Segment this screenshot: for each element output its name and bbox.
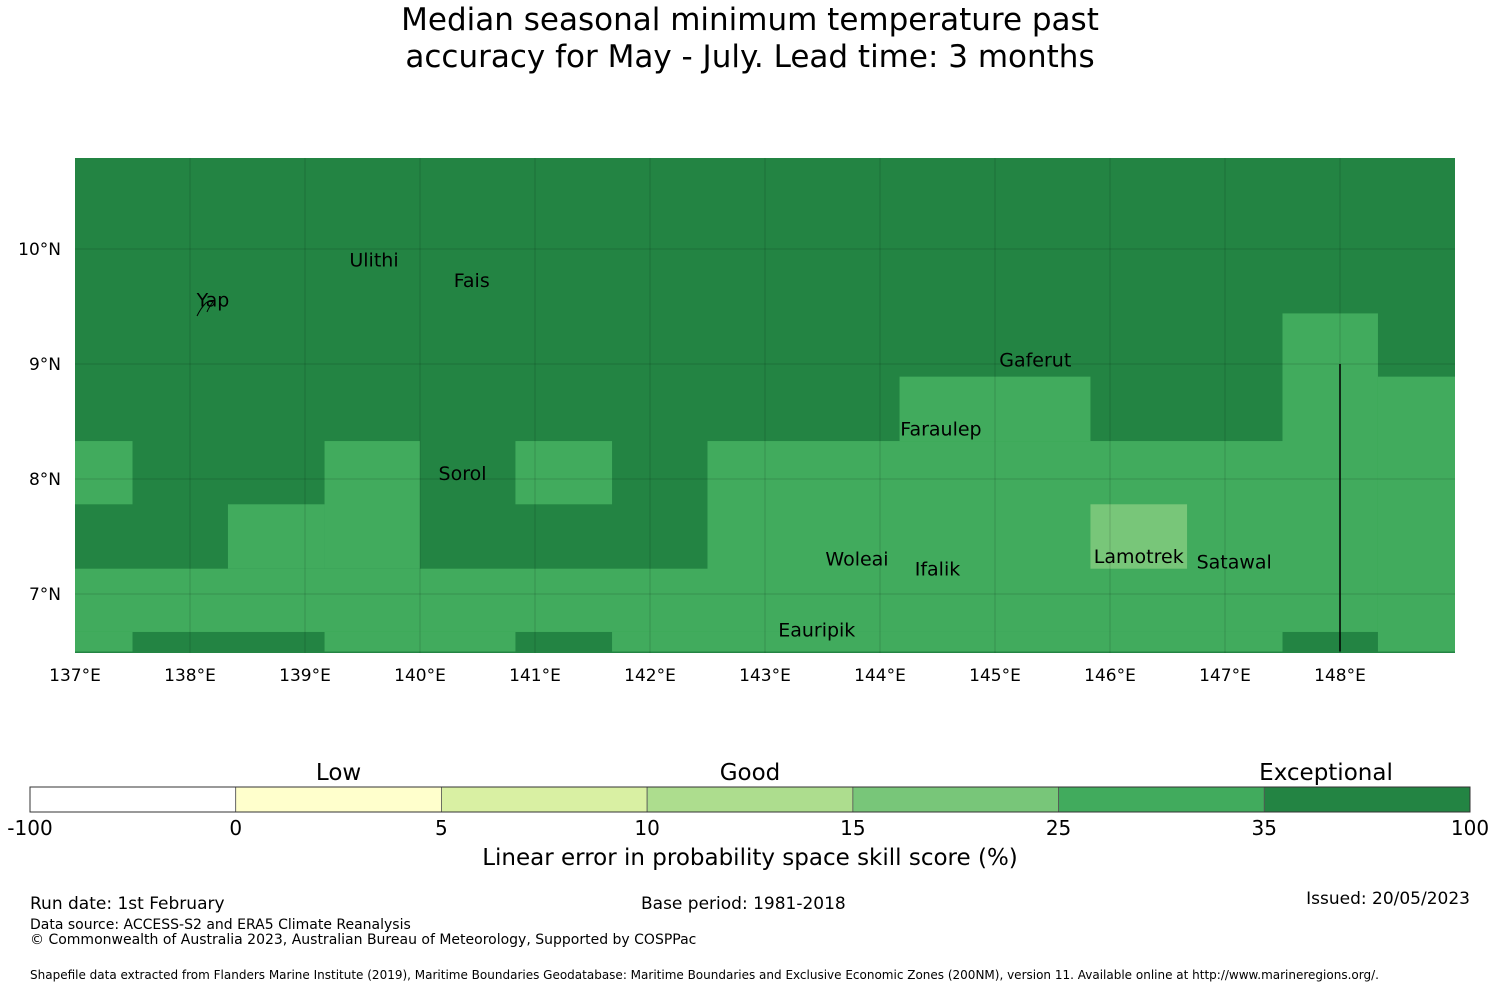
lon-tick-label: 141°E (509, 666, 561, 686)
lat-tick-label: 9°N (29, 355, 61, 375)
place-label: Lamotrek (1094, 546, 1184, 568)
place-label: Gaferut (999, 349, 1071, 371)
colorbar-category-label: Good (719, 760, 781, 786)
colorbar-tick-label: -100 (7, 816, 53, 840)
skill-cell (1282, 313, 1378, 632)
colorbar-bin (441, 786, 648, 813)
colorbar-frame (29, 786, 1471, 813)
axis-ticks: 137°E 138°E 139°E 140°E 141°E 142°E 143°E 144°E… (18, 240, 1366, 686)
lon-tick-label: 144°E (854, 666, 906, 686)
map-gridlines (75, 158, 1455, 653)
colorbar-tick-label: 15 (840, 816, 866, 840)
colorbar-bin (1263, 786, 1471, 813)
issued-date: Issued: 20/05/2023 (1306, 889, 1470, 909)
colorbar-category-label: Low (315, 760, 362, 786)
skill-cell (75, 441, 133, 505)
lon-tick-label: 143°E (739, 666, 791, 686)
place-label: Ifalik (915, 559, 961, 581)
skill-cell (324, 441, 420, 569)
colorbar-xlabel: Linear error in probability space skill … (482, 845, 1018, 871)
colorbar-tick-label: 35 (1251, 816, 1278, 840)
lon-tick-label: 145°E (969, 666, 1021, 686)
run-date: Run date: 1st February (30, 894, 225, 914)
lon-tick-label: 147°E (1199, 666, 1251, 686)
skill-cell (324, 631, 516, 652)
colorbar-tick-label: 25 (1045, 816, 1072, 840)
place-label: Ulithi (349, 249, 398, 271)
yap-island-shape (196, 300, 214, 317)
lon-tick-label: 148°E (1314, 666, 1366, 686)
colorbar-tick-label: 10 (634, 816, 660, 840)
place-label: Satawal (1197, 552, 1272, 574)
skill-cell (75, 631, 133, 652)
lon-tick-label: 140°E (394, 666, 446, 686)
lon-tick-label: 142°E (624, 666, 676, 686)
place-labels: Ulithi Fais Yap Gaferut Faraulep Sorol Woleai I… (196, 249, 1272, 641)
colorbar-tick-label: 100 (1450, 816, 1490, 840)
lon-tick-label: 137°E (49, 666, 101, 686)
skill-cell (1090, 504, 1188, 569)
lat-tick-label: 7°N (29, 585, 61, 605)
colorbar-bin (852, 786, 1059, 813)
skill-cell (899, 376, 1091, 442)
colorbar-bin (29, 786, 237, 813)
colorbar-tick-label: 0 (229, 816, 243, 840)
lat-tick-label: 10°N (18, 240, 61, 260)
colorbar-bin (235, 786, 442, 813)
colorbar (29, 786, 1471, 813)
colorbar-tick-label: 5 (435, 816, 448, 840)
place-label: Yap (196, 290, 230, 312)
colorbar-bin (1058, 786, 1265, 813)
place-label: Fais (454, 270, 490, 292)
lat-tick-label: 8°N (29, 470, 61, 490)
colorbar-category-label: Exceptional (1259, 760, 1393, 786)
colorbar-bin (646, 786, 854, 813)
lon-tick-label: 139°E (279, 666, 331, 686)
title-line-2: accuracy for May - July. Lead time: 3 mo… (405, 39, 1095, 75)
lon-tick-label: 138°E (164, 666, 216, 686)
place-label: Woleai (825, 548, 888, 570)
skill-cell (227, 504, 325, 569)
skill-cell (1377, 376, 1455, 652)
map-cells (75, 158, 1455, 653)
data-source: Data source: ACCESS-S2 and ERA5 Climate … (30, 917, 411, 933)
skill-cell (75, 568, 708, 632)
chart-title: Median seasonal minimum temperature past… (0, 2, 1500, 76)
place-label: Faraulep (900, 418, 981, 440)
title-line-1: Median seasonal minimum temperature past (401, 2, 1099, 38)
copyright: © Commonwealth of Australia 2023, Austra… (30, 932, 697, 948)
place-label: Sorol (439, 463, 487, 485)
place-label: Eauripik (778, 620, 855, 642)
base-period: Base period: 1981-2018 (641, 894, 846, 914)
lon-tick-label: 146°E (1084, 666, 1136, 686)
skill-cell (612, 631, 1283, 652)
skill-cell (515, 441, 613, 505)
shapefile-credit: Shapefile data extracted from Flanders M… (30, 968, 1379, 982)
